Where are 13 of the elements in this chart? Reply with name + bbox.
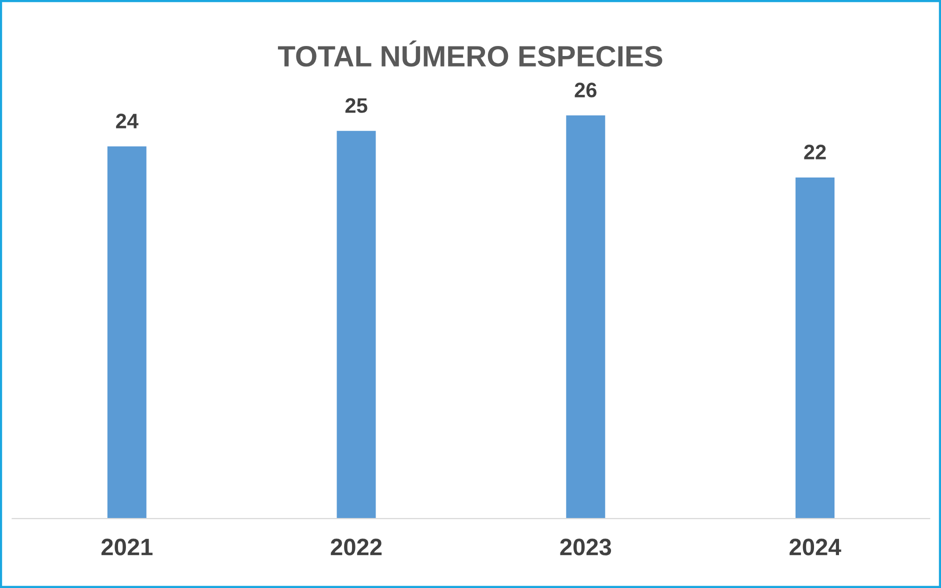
bar [107,146,146,519]
data-label: 26 [574,82,596,98]
x-tick-label: 2021 [101,538,153,556]
bar [796,177,835,519]
x-tick-label: 2022 [330,538,382,556]
data-label: 25 [345,98,368,113]
data-label: 22 [804,144,826,160]
bar [566,115,606,519]
x-tick-label: 2024 [790,538,842,556]
bar [336,130,376,519]
chart-title: TOTAL NÚMERO ESPECIES [278,40,662,67]
data-label: 24 [116,114,138,128]
x-tick-label: 2023 [560,538,612,556]
